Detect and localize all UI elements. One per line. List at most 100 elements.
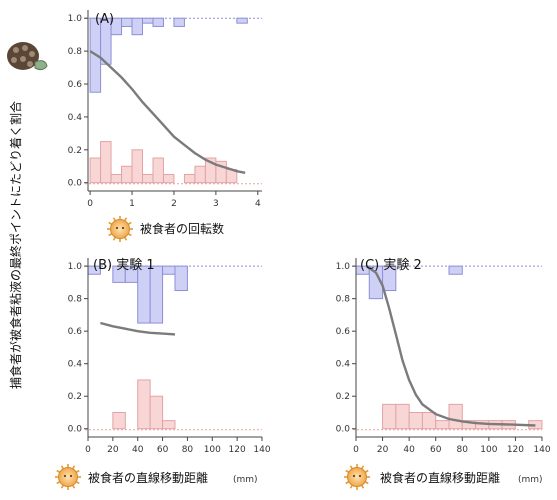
- y-tick-label: 0.2: [336, 392, 350, 402]
- x-tick-label: 4: [255, 199, 261, 209]
- x-tick-label: 40: [132, 445, 144, 455]
- fitted-curve: [365, 265, 536, 427]
- y-tick-label: 0.6: [68, 80, 83, 90]
- bottom-bar: [183, 173, 196, 184]
- y-tick-label: 0.8: [68, 47, 83, 57]
- prey-body: [347, 467, 367, 487]
- bottom-bar: [194, 165, 206, 184]
- x-tick-label: 2: [171, 199, 177, 209]
- x-axis-label: 被食者の直線移動距離: [380, 470, 500, 485]
- bottom-bar: [421, 411, 437, 430]
- prey-eye: [115, 226, 119, 230]
- bottom-bar: [121, 165, 133, 184]
- y-tick-label: 0.0: [336, 425, 351, 435]
- prey-eye: [358, 474, 362, 478]
- y-tick-label: 0.6: [68, 327, 83, 337]
- bottom-bar: [152, 157, 164, 184]
- x-tick-label: 80: [457, 445, 469, 455]
- x-tick-label: 0: [87, 199, 93, 209]
- bottom-bar: [100, 141, 112, 184]
- x-tick-label: 140: [253, 445, 270, 455]
- prey-sun-icon: [344, 464, 370, 490]
- panel-title: (C) 実験 2: [360, 257, 422, 273]
- y-tick-label: 0.0: [68, 179, 83, 189]
- x-tick-label: 1: [129, 199, 135, 209]
- top-bar: [236, 17, 248, 24]
- bottom-bar: [149, 395, 164, 430]
- top-bar: [152, 17, 164, 27]
- prey-sun-icon: [107, 216, 133, 242]
- panel-title: (A): [95, 12, 114, 27]
- top-bar: [137, 265, 151, 324]
- y-tick-label: 0.6: [336, 327, 351, 337]
- x-axis-unit: (mm): [518, 475, 543, 485]
- x-tick-label: 100: [204, 445, 221, 455]
- x-tick-label: 100: [480, 445, 497, 455]
- x-tick-label: 120: [507, 445, 524, 455]
- panel-a: 0.0 0.2 0.4 0.6 0.8 1.0 0 1 2 3 4 (A) 被食者の回転数: [68, 10, 262, 242]
- bottom-bar: [395, 403, 410, 430]
- x-tick-label: 3: [213, 199, 219, 209]
- top-bar: [131, 17, 144, 36]
- x-axis-label: 被食者の直線移動距離: [88, 470, 208, 485]
- x-axis-label: 被食者の回転数: [140, 221, 224, 236]
- panel-b: 0.0 0.2 0.4 0.6 0.8 1.0 0 20 40 60 80 100 120 140 (B) …: [55, 257, 271, 490]
- y-tick-label: 1.0: [68, 14, 83, 24]
- prey-eye: [121, 226, 125, 230]
- panel-c: 0.0 0.2 0.4 0.6 0.8 1.0 0 20 40 60 80 100 120 140 (C) …: [336, 257, 551, 490]
- y-tick-label: 0.4: [68, 113, 83, 123]
- top-bar: [448, 265, 463, 275]
- bottom-bar: [162, 173, 175, 184]
- bottom-bar: [448, 403, 463, 430]
- panel-title: (B) 実験 1: [93, 257, 155, 273]
- bottom-bar: [408, 411, 423, 430]
- top-bar: [149, 265, 164, 324]
- y-axis-label: 捕食者が被食者粘液の最終ポイントにたどり着く割合: [8, 101, 23, 389]
- y-tick-label: 0.8: [68, 295, 83, 305]
- y-tick-label: 0.2: [68, 146, 82, 156]
- x-tick-label: 140: [533, 445, 550, 455]
- x-tick-label: 60: [430, 445, 442, 455]
- y-tick-label: 0.0: [68, 425, 83, 435]
- bottom-bar: [112, 411, 126, 430]
- top-bar: [162, 265, 176, 275]
- fitted-curve: [89, 50, 246, 174]
- top-bar: [173, 17, 185, 27]
- prey-sun-icon: [55, 464, 81, 490]
- prey-body: [110, 219, 130, 239]
- x-tick-label: 20: [377, 445, 389, 455]
- bottom-bar: [382, 403, 397, 430]
- x-tick-label: 60: [157, 445, 169, 455]
- y-tick-label: 0.4: [336, 360, 351, 370]
- top-bar: [121, 17, 133, 27]
- x-tick-label: 80: [182, 445, 194, 455]
- x-tick-label: 120: [229, 445, 246, 455]
- top-bar: [142, 17, 154, 24]
- predator-icon: [7, 42, 48, 71]
- y-tick-label: 1.0: [336, 262, 351, 272]
- x-tick-label: 40: [403, 445, 415, 455]
- x-tick-label: 0: [353, 445, 359, 455]
- bottom-bar: [89, 157, 102, 184]
- bottom-bar: [131, 149, 144, 184]
- prey-body: [58, 467, 78, 487]
- top-bar: [382, 265, 397, 292]
- y-tick-label: 1.0: [68, 262, 83, 272]
- y-tick-label: 0.8: [336, 295, 351, 305]
- prey-eye: [69, 474, 73, 478]
- top-bar: [174, 265, 188, 292]
- x-axis-unit: (mm): [233, 475, 258, 485]
- fitted-curve: [100, 321, 176, 336]
- bottom-bar: [137, 379, 151, 430]
- x-tick-label: 20: [107, 445, 119, 455]
- bottom-bar: [142, 173, 154, 184]
- y-tick-label: 0.4: [68, 360, 83, 370]
- bottom-bar: [162, 420, 176, 430]
- bottom-bar: [110, 173, 123, 184]
- bottom-bar: [435, 420, 450, 430]
- x-tick-label: 0: [85, 445, 91, 455]
- y-tick-label: 0.2: [68, 392, 82, 402]
- prey-eye: [63, 474, 67, 478]
- prey-eye: [352, 474, 356, 478]
